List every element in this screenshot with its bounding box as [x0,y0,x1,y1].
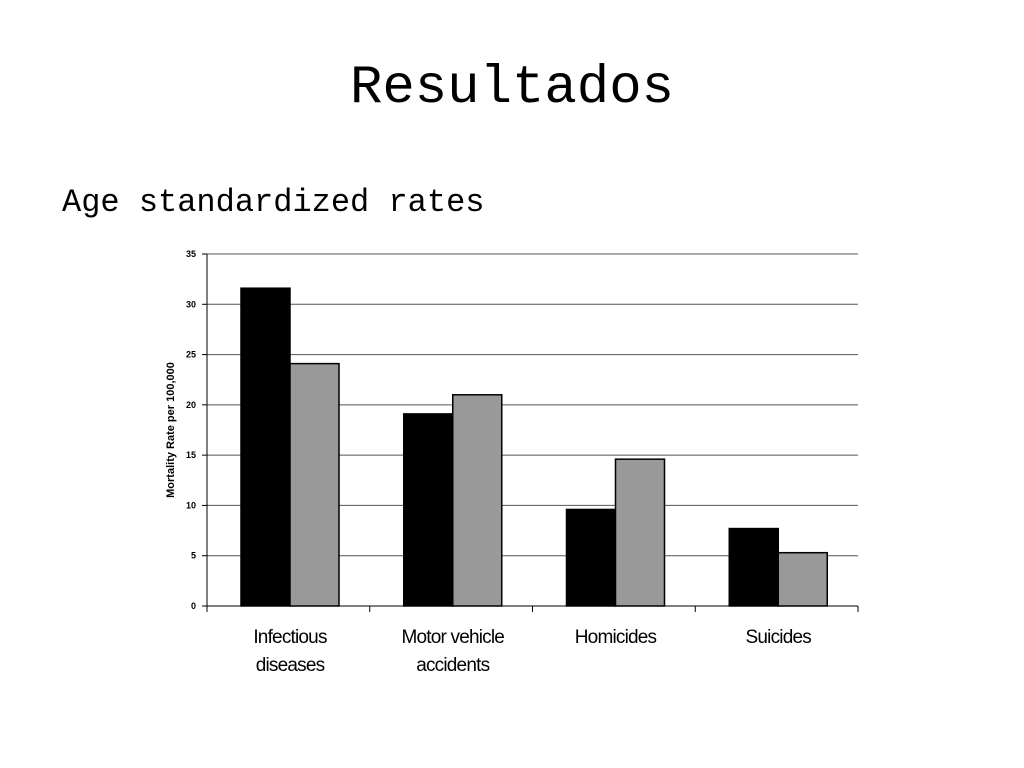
labels: 0 5 10 15 20 25 30 35 Infectious diseases Motor ve… [165,249,812,676]
bar-series-1-cat-2 [403,413,454,607]
bar-series-1-cat-1 [240,287,291,607]
axes [202,253,859,612]
x-category-label: Homicides [575,627,657,648]
bar-series-2-cat-3 [614,458,666,607]
y-tick-label: 25 [186,350,196,360]
y-tick-label: 30 [186,299,196,309]
x-category-label: accidents [416,655,489,676]
x-category-label: Infectious [253,627,327,648]
bar-series-2-cat-4 [777,551,828,607]
y-tick-label: 20 [186,400,196,410]
y-tick-label: 5 [191,551,196,561]
y-tick-label: 0 [191,601,196,611]
y-tick-label: 35 [186,249,196,259]
bar-series-2-cat-2 [452,394,503,607]
slide-title: Resultados [349,58,675,119]
y-tick-label: 15 [186,450,196,460]
bar-series-1-cat-4 [728,527,779,607]
bars [240,287,828,607]
x-category-label: Motor vehicle [401,627,504,648]
x-category-label: diseases [256,655,325,676]
bar-series-1-cat-3 [565,508,617,607]
bar-series-2-cat-1 [289,362,340,607]
y-axis-title: Mortality Rate per 100,000 [165,362,177,498]
slide-subtitle: Age standardized rates [62,184,485,221]
y-tick-label: 10 [186,500,196,510]
x-category-label: Suicides [746,627,812,648]
